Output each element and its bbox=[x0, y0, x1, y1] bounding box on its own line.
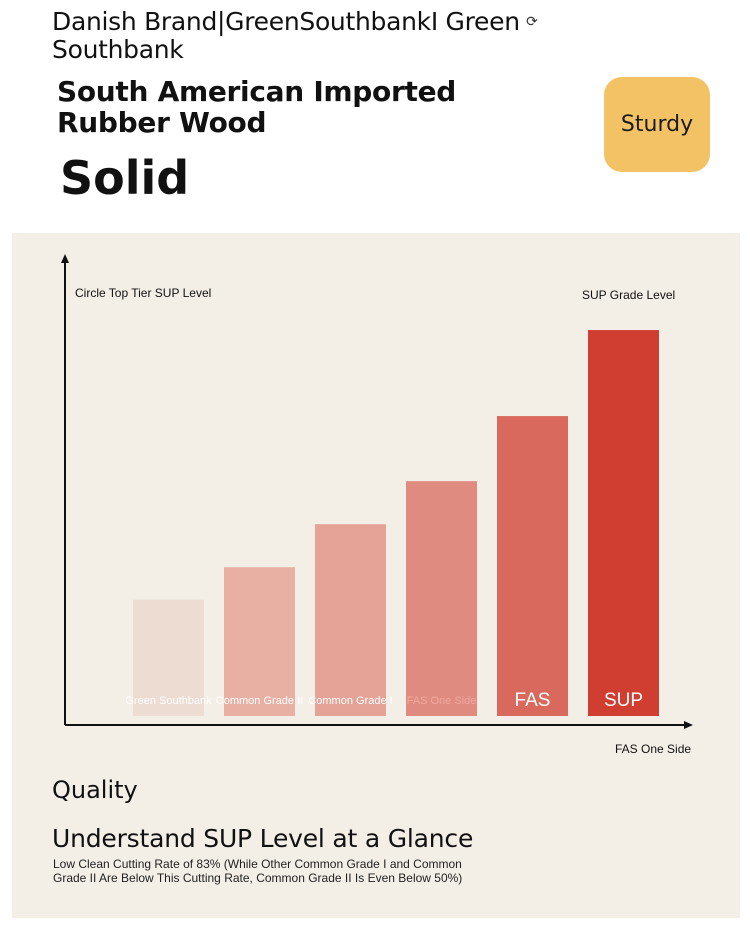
bar-3 bbox=[406, 481, 477, 716]
bar-label-2: Common Grade I bbox=[308, 695, 392, 707]
rotate-icon[interactable]: ⟳ bbox=[526, 13, 538, 29]
cutting-rate-description: Low Clean Cutting Rate of 83% (While Oth… bbox=[53, 857, 463, 885]
bar-label-0: Green Southbank bbox=[125, 695, 212, 707]
understand-heading: Understand SUP Level at a Glance bbox=[52, 824, 474, 853]
bar-label-3: FAS One Side bbox=[407, 695, 477, 707]
axis-end-label: FAS One Side bbox=[615, 742, 691, 756]
bar-label-4: FAS bbox=[515, 690, 551, 711]
bar-label-1: Common Grade II bbox=[216, 695, 303, 707]
bar-2 bbox=[315, 524, 386, 716]
top-left-label: Circle Top Tier SUP Level bbox=[75, 286, 211, 300]
quality-label: Quality bbox=[52, 776, 138, 804]
y-axis-arrow bbox=[61, 254, 69, 263]
bar-0 bbox=[133, 599, 204, 716]
bar-label-5: SUP bbox=[604, 690, 643, 711]
bars-group: Green Southbank Common Grade II Common Gra… bbox=[125, 330, 659, 716]
product-headline: South American Imported Rubber Wood bbox=[57, 75, 457, 139]
brand-title: Danish Brand|GreenSouthbankI Green South… bbox=[52, 7, 520, 64]
sturdy-badge: Sturdy bbox=[604, 77, 710, 172]
bar-1 bbox=[224, 567, 295, 716]
x-axis-arrow bbox=[684, 721, 693, 729]
top-right-label: SUP Grade Level bbox=[582, 288, 675, 302]
material-label: Solid bbox=[60, 151, 190, 205]
grade-bar-chart: Circle Top Tier SUP Level SUP Grade Leve… bbox=[61, 254, 693, 756]
grade-chart-panel: Circle Top Tier SUP Level SUP Grade Leve… bbox=[12, 233, 740, 918]
bar-4 bbox=[497, 416, 568, 716]
bar-5 bbox=[588, 330, 659, 716]
